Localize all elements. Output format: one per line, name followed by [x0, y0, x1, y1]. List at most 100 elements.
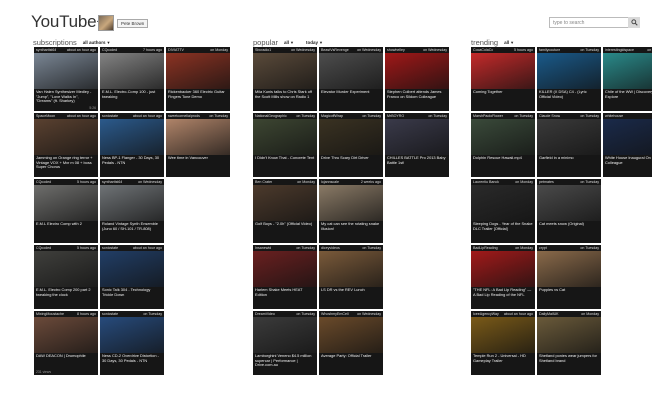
video-tile[interactable]: MagicoffWrap on Tuesday Drive Thru Scary D… [319, 113, 383, 177]
video-tile[interactable]: DailyMailUK on Monday Shetland ponies wear… [537, 311, 601, 375]
upload-age: about an hour ago [132, 114, 162, 118]
time-filter-dropdown[interactable]: today▼ [306, 40, 323, 45]
category-filter-dropdown[interactable]: all▼ [504, 40, 515, 45]
channel-name: Laurentiu Banck [473, 180, 499, 184]
video-thumbnail[interactable] [319, 251, 383, 287]
video-tile[interactable]: lojannscale 2 weeks ago My cat can see the… [319, 179, 383, 243]
upload-age: 7 hours ago [143, 48, 162, 52]
video-thumbnail[interactable] [385, 53, 449, 89]
video-tile[interactable]: MrBOYRO on Tuesday CHILLES BATTLE Pro 2013… [385, 113, 449, 177]
user-name[interactable]: Pete Brown [117, 18, 149, 28]
video-tile[interactable]: DreamVideo on Tuesday Lamborghini Veneno $… [253, 311, 317, 375]
video-tile[interactable]: Ben Crater on Monday Golf Boys - "2.0h" (O… [253, 179, 317, 243]
video-tile[interactable]: WhoshmyEmCell on Wednesday Average Party: … [319, 311, 383, 375]
video-title: Sleeping Dogs - Year of the Snake DLC Tr… [473, 222, 533, 231]
video-tile[interactable]: diceyvideos on Tuesday LS DR vs the REV Lu… [319, 245, 383, 309]
category-filter-dropdown[interactable]: all▼ [284, 40, 295, 45]
video-thumbnail[interactable] [603, 119, 652, 155]
upload-age: on Tuesday [209, 114, 228, 118]
video-tile[interactable]: familycouture on Tuesday KILLER (X DSA) C4… [537, 47, 601, 111]
video-thumbnail[interactable] [253, 317, 317, 353]
video-tile[interactable]: petmates on Tuesday Cat meets snow (Origin… [537, 179, 601, 243]
video-tile[interactable]: CQcoded 5 hours ago E.M.L Electro Comp wit… [34, 179, 98, 243]
video-thumbnail[interactable] [319, 119, 383, 155]
video-tile[interactable]: DIVIATTV on Monday Rickenbacker 360 Electr… [166, 47, 230, 111]
video-tile[interactable]: SpaceMoon about an hour ago Jamming on Ora… [34, 113, 98, 177]
video-tile[interactable]: sonicstate about an hour ago Ness BP-1 Fla… [100, 113, 164, 177]
video-tile[interactable]: crypt on Tuesday Puppies vs Cat [537, 245, 601, 309]
video-thumbnail[interactable] [537, 317, 601, 353]
search-button[interactable] [628, 17, 640, 28]
video-thumbnail[interactable] [471, 119, 535, 155]
video-tile[interactable]: Claude Snow on Tuesday Garfield in a minim… [537, 113, 601, 177]
video-title: Drive Thru Scary Dirt Driver [321, 156, 369, 160]
video-thumbnail[interactable] [471, 317, 535, 353]
video-thumbnail[interactable] [319, 317, 383, 353]
video-thumbnail[interactable] [34, 317, 98, 353]
video-thumbnail[interactable] [319, 185, 383, 221]
author-filter-dropdown[interactable]: all authors▼ [82, 40, 111, 45]
video-tile[interactable]: sonicstate on Tuesday Ness CD-2 Overdrive … [100, 311, 164, 375]
video-thumbnail[interactable] [537, 119, 601, 155]
video-title: Shetland ponies wear jumpers for Shetlan… [539, 354, 597, 363]
video-thumbnail[interactable] [166, 53, 230, 89]
video-thumbnail[interactable] [100, 53, 164, 89]
video-tile[interactable]: showhelley on Wednesday Stephen Colbert at… [385, 47, 449, 111]
video-tile[interactable]: NationalGeographic on Tuesday I Didn't Kno… [253, 113, 317, 177]
video-tile[interactable]: synthartist64 about an hour ago Van Halen … [34, 47, 98, 111]
chevron-down-icon: ▼ [290, 40, 295, 45]
video-thumbnail[interactable] [471, 53, 535, 89]
video-tile[interactable]: Sbcradio1 on Wednesday Mila Kunis talks to… [253, 47, 317, 111]
tile-header: CocaColaCo 5 hours ago [471, 47, 535, 53]
video-tile[interactable]: synthartist64 on Wednesday Roland Vintage … [100, 179, 164, 243]
video-thumbnail[interactable] [253, 53, 317, 89]
video-tile[interactable]: BeastVsRevenge on Wednesday Elevator Murde… [319, 47, 383, 111]
video-tile[interactable]: MixingMoustache 8 hours ago DAW DEACON | D… [34, 311, 98, 375]
video-tile[interactable]: whitehouse White House Inaugural On Sildo… [603, 113, 652, 177]
tile-header: CQcoded 7 hours ago [100, 47, 164, 53]
video-thumbnail[interactable] [34, 53, 98, 89]
app-title: YouTube+ [31, 12, 107, 31]
video-thumbnail[interactable] [537, 185, 601, 221]
video-thumbnail[interactable] [100, 317, 164, 353]
tile-header: DreamVideo on Tuesday [253, 311, 317, 317]
video-thumbnail[interactable] [319, 53, 383, 89]
video-tile[interactable]: Insanewid on Tuesday Harlem Shake Meets HE… [253, 245, 317, 309]
video-tile[interactable]: MarshPaoloFlower on Tuesday Dolphin Rescue… [471, 113, 535, 177]
video-thumbnail[interactable] [166, 119, 230, 155]
tile-header: whitehouse [603, 113, 652, 119]
upload-age: on Monday [647, 48, 652, 52]
video-title: Roland Vintage Synth Ensemble (Juno 60 /… [102, 222, 158, 231]
video-thumbnail[interactable] [385, 119, 449, 155]
video-tile[interactable]: CQcoded 7 hours ago E.M.L. Electro-Comp 10… [100, 47, 164, 111]
user-account[interactable]: Pete Brown [98, 15, 149, 31]
video-thumbnail[interactable] [253, 185, 317, 221]
video-tile[interactable]: CocaColaCo 5 hours ago Coming Together [471, 47, 535, 111]
video-thumbnail[interactable] [253, 119, 317, 155]
video-thumbnail[interactable] [34, 251, 98, 287]
video-thumbnail[interactable] [537, 53, 601, 89]
video-tile[interactable]: Laurentiu Banck on Monday Sleeping Dogs - … [471, 179, 535, 243]
section-title: subscriptions [33, 38, 77, 47]
video-tile[interactable]: CQcoded 5 hours ago E.M.L. Electro Comp 20… [34, 245, 98, 309]
search-input[interactable] [550, 18, 628, 27]
video-thumbnail[interactable] [537, 251, 601, 287]
channel-name: petmates [539, 180, 554, 184]
video-thumbnail[interactable] [100, 251, 164, 287]
video-thumbnail[interactable] [100, 119, 164, 155]
video-tile[interactable]: IceeAgencyWay about an hour ago Temple Run… [471, 311, 535, 375]
video-thumbnail[interactable] [471, 251, 535, 287]
video-tile[interactable]: sweetcornelia/prods on Tuesday Wee time in… [166, 113, 230, 177]
video-thumbnail[interactable] [603, 53, 652, 89]
video-tile[interactable]: interestingidspace on Monday Chile of the … [603, 47, 652, 111]
video-thumbnail[interactable] [253, 251, 317, 287]
video-tile[interactable]: sonicstate about an hour ago Sonic Talk 30… [100, 245, 164, 309]
video-thumbnail[interactable] [34, 185, 98, 221]
video-tile[interactable]: BadLipReading on Monday "THE NFL: A Bad Li… [471, 245, 535, 309]
video-thumbnail[interactable] [34, 119, 98, 155]
tile-header: synthartist64 on Wednesday [100, 179, 164, 185]
video-thumbnail[interactable] [100, 185, 164, 221]
video-thumbnail[interactable] [471, 185, 535, 221]
channel-name: synthartist64 [102, 180, 123, 184]
avatar[interactable] [98, 15, 114, 31]
